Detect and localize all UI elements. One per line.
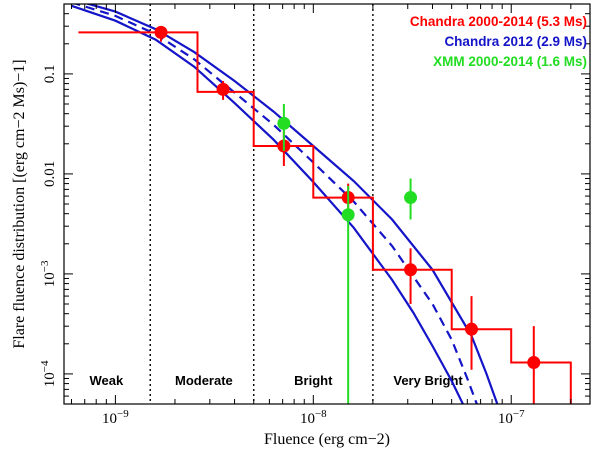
y-tick-label: 10−3	[39, 260, 58, 287]
plot-layer	[71, 4, 572, 404]
y-tick-label-group: 10−3	[39, 260, 58, 287]
data-point	[216, 82, 230, 96]
x-tick-label: 10−8	[300, 408, 327, 427]
y-tick-label: 0.1	[42, 65, 58, 84]
region-layer: Weak Moderate Bright Very Bright	[89, 4, 463, 404]
model-curve-solid	[71, 4, 464, 404]
y-tick-label: 0.01	[42, 161, 58, 187]
y-axis-label: Flare fluence distribution [(erg cm−2 Ms…	[11, 59, 28, 348]
region-label: Weak	[89, 373, 123, 388]
data-point	[465, 322, 479, 336]
data-point	[527, 356, 541, 370]
data-point	[341, 208, 355, 222]
y-tick-label-group: 0.1	[42, 65, 58, 84]
model-curve-dashed	[73, 4, 478, 404]
histogram-step-line	[78, 31, 572, 404]
legend-entry: XMM 2000-2014 (1.6 Ms)	[433, 54, 587, 69]
x-tick-label: 10−7	[498, 408, 525, 427]
region-label: Bright	[294, 373, 333, 388]
y-tick-label-group: 10−4	[39, 360, 58, 387]
region-label: Moderate	[175, 373, 233, 388]
data-point	[404, 191, 418, 205]
region-label: Very Bright	[393, 373, 463, 388]
y-tick-label: 10−4	[39, 360, 58, 387]
x-axis-label: Fluence (erg cm−2)	[264, 431, 390, 448]
data-point	[154, 25, 168, 39]
legend-entry: Chandra 2012 (2.9 Ms)	[444, 34, 587, 49]
y-tick-label-group: 0.01	[42, 161, 58, 187]
legend-entry: Chandra 2000-2014 (5.3 Ms)	[410, 14, 587, 29]
x-tick-label: 10−9	[102, 408, 129, 427]
data-point	[404, 263, 418, 277]
legend: Chandra 2000-2014 (5.3 Ms) Chandra 2012 (…	[410, 14, 587, 69]
data-point	[277, 116, 291, 130]
